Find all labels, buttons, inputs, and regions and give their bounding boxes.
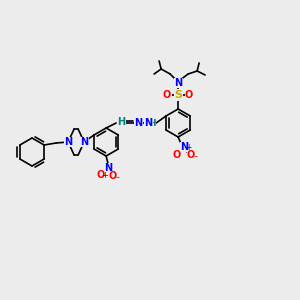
Text: H: H [148,118,156,127]
Text: N: N [174,78,182,88]
Text: N: N [64,137,72,147]
Text: O: O [187,150,195,160]
Text: H: H [117,117,125,127]
Text: O: O [173,150,181,160]
Text: -: - [115,172,119,182]
Text: N: N [134,118,142,128]
Text: N: N [80,137,88,147]
Text: -: - [193,151,197,161]
Text: N: N [104,163,112,173]
Text: N: N [180,142,188,152]
Text: +: + [185,142,191,152]
Text: O: O [97,170,105,180]
Text: O: O [109,171,117,181]
Text: O: O [163,90,171,100]
Text: O: O [185,90,193,100]
Text: N: N [144,118,152,128]
Text: S: S [174,90,182,100]
Text: +: + [101,172,108,181]
